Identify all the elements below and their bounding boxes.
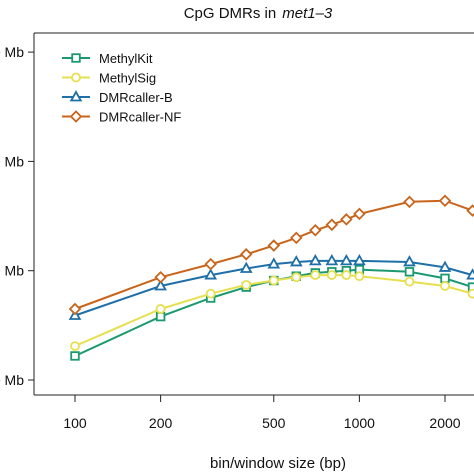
y-axis-ticks: 0 Mb 0 Mb 0 Mb 0 Mb bbox=[0, 44, 34, 388]
x-axis-label: bin/window size (bp) bbox=[210, 455, 346, 472]
data-point-dmrcaller-b bbox=[438, 260, 452, 272]
data-point-methylsig bbox=[70, 341, 80, 352]
x-tick-label: 500 bbox=[262, 415, 286, 431]
legend-label-dmrcaller-nf: DMRcaller-NF bbox=[99, 110, 181, 125]
x-tick-label: 200 bbox=[149, 415, 173, 431]
data-point-dmrcaller-nf bbox=[239, 248, 253, 261]
data-point-dmrcaller-b bbox=[403, 255, 416, 267]
data-point-dmrcaller-nf bbox=[267, 239, 281, 252]
legend-marker-methylsig bbox=[71, 72, 81, 83]
data-point-methylsig bbox=[404, 276, 415, 287]
data-point-methylsig bbox=[155, 304, 166, 314]
data-point-methylsig bbox=[241, 280, 252, 290]
x-axis-ticks: 100 200 500 1000 2000 bbox=[63, 395, 461, 431]
series-line-methylsig bbox=[74, 274, 473, 348]
legend-box bbox=[52, 40, 240, 136]
data-point-dmrcaller-b bbox=[466, 268, 474, 280]
data-point-methylsig bbox=[354, 271, 365, 282]
data-point-dmrcaller-nf bbox=[309, 223, 322, 237]
data-point-methylkit bbox=[155, 311, 166, 322]
data-point-dmrcaller-b bbox=[204, 268, 218, 280]
data-point-methylkit bbox=[440, 273, 450, 284]
data-point-dmrcaller-nf bbox=[204, 257, 217, 271]
data-point-methylsig bbox=[440, 281, 450, 291]
legend: MethylKit MethylSig DMRcaller-B DMRcaller-N… bbox=[52, 40, 240, 136]
data-point-methylkit bbox=[70, 351, 80, 361]
y-tick-label: 0 Mb bbox=[0, 372, 24, 388]
series-methylsig bbox=[70, 270, 474, 352]
data-point-dmrcaller-nf bbox=[154, 270, 167, 284]
data-point-dmrcaller-b bbox=[308, 254, 322, 266]
data-point-dmrcaller-nf bbox=[438, 194, 452, 208]
data-point-methylsig bbox=[310, 270, 321, 280]
legend-label-dmrcaller-b: DMRcaller-B bbox=[99, 90, 173, 105]
y-tick-label: 0 Mb bbox=[0, 153, 24, 169]
data-point-methylsig bbox=[291, 272, 302, 283]
data-point-dmrcaller-b bbox=[353, 254, 366, 266]
series-dmrcaller-nf bbox=[68, 194, 474, 316]
data-point-dmrcaller-nf bbox=[466, 204, 474, 217]
x-tick-label: 100 bbox=[63, 415, 87, 431]
legend-label-methylkit: MethylKit bbox=[99, 51, 153, 66]
series-line-dmrcaller-nf bbox=[74, 199, 473, 310]
legend-marker-dmrcaller-b bbox=[69, 90, 83, 102]
data-point-methylkit bbox=[404, 267, 415, 277]
legend-marker-methylkit bbox=[71, 53, 81, 63]
data-point-dmrcaller-b bbox=[154, 279, 167, 291]
data-point-dmrcaller-nf bbox=[68, 302, 82, 316]
legend-label-methylsig: MethylSig bbox=[99, 71, 156, 86]
data-point-dmrcaller-nf bbox=[353, 207, 366, 221]
y-tick-label: 0 Mb bbox=[0, 44, 24, 60]
data-point-dmrcaller-nf bbox=[325, 218, 339, 232]
data-point-dmrcaller-b bbox=[289, 255, 303, 267]
data-point-methylsig bbox=[326, 270, 337, 280]
data-point-dmrcaller-b bbox=[239, 261, 253, 273]
data-point-methylsig bbox=[467, 288, 474, 299]
series-dmrcaller-b bbox=[68, 254, 474, 320]
data-point-dmrcaller-b bbox=[267, 257, 281, 269]
data-point-dmrcaller-b bbox=[325, 254, 339, 266]
x-tick-label: 2000 bbox=[429, 415, 460, 431]
data-point-dmrcaller-nf bbox=[403, 195, 416, 209]
data-point-methylsig bbox=[205, 288, 216, 299]
data-point-methylsig bbox=[268, 275, 279, 286]
data-point-dmrcaller-b bbox=[340, 254, 353, 266]
data-point-methylsig bbox=[341, 270, 352, 280]
y-tick-label: 0 Mb bbox=[0, 263, 24, 279]
legend-marker-dmrcaller-nf bbox=[69, 110, 83, 123]
data-point-dmrcaller-nf bbox=[340, 213, 353, 226]
chart-title: CpG DMRs in met1–3 bbox=[184, 5, 333, 22]
series-group bbox=[68, 194, 474, 361]
data-point-dmrcaller-nf bbox=[290, 231, 303, 245]
x-tick-label: 1000 bbox=[344, 415, 375, 431]
